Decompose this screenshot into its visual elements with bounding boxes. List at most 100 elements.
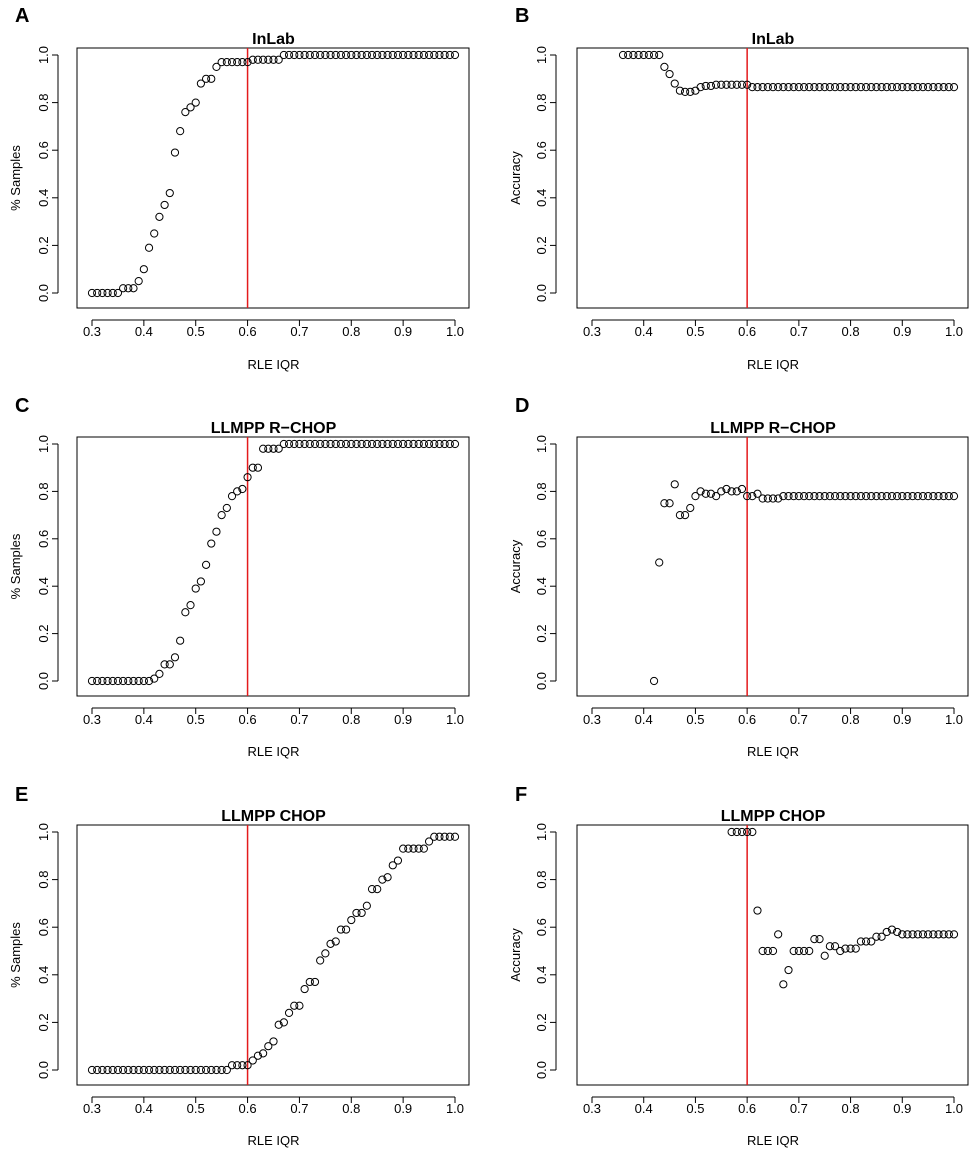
data-point — [706, 81, 716, 91]
data-point — [748, 827, 757, 837]
data-point — [805, 492, 814, 501]
data-point — [686, 503, 695, 513]
data-point — [908, 930, 917, 939]
data-point — [144, 1065, 154, 1075]
y-tick-label: 0.4 — [36, 189, 51, 207]
panel-b: B InLab 0.3 0.4 0.5 0.6 0.7 0.8 0.9 1.0 0.0 0.2 0.4 0… — [508, 5, 969, 372]
data-point — [290, 50, 299, 60]
data-point — [768, 494, 778, 503]
x-tick-label: 0.4 — [635, 1101, 653, 1116]
data-point — [388, 50, 397, 60]
data-point — [732, 80, 741, 89]
data-point — [321, 949, 330, 958]
data-point — [722, 80, 731, 89]
x-tick-label: 0.3 — [583, 712, 601, 727]
data-point — [939, 83, 948, 92]
panel-f: F LLMPP CHOP 0.3 0.4 0.5 0.6 0.7 0.8 0.9 1.0 0.0 0.… — [508, 784, 969, 1148]
x-tick-label: 0.9 — [394, 712, 412, 727]
data-point — [753, 906, 762, 915]
data-point — [264, 55, 273, 64]
data-point — [176, 1065, 185, 1075]
data-point — [913, 492, 922, 501]
data-point — [882, 83, 891, 92]
data-point — [820, 83, 829, 92]
data-point — [342, 439, 351, 449]
x-tick-label: 0.9 — [893, 324, 911, 339]
data-point — [326, 939, 335, 948]
data-point — [196, 79, 205, 88]
y-tick-label: 0.0 — [534, 672, 549, 690]
x-tick-label: 0.7 — [290, 712, 308, 727]
data-point — [378, 50, 387, 60]
panel-e: E LLMPP CHOP 0.3 0.4 0.5 0.6 0.7 0.8 0.9 1.0 0.0 0.… — [8, 784, 470, 1148]
data-point — [424, 50, 434, 60]
data-point — [445, 439, 454, 449]
data-point — [867, 492, 876, 501]
chart-title: LLMPP CHOP — [221, 808, 326, 825]
data-point — [944, 83, 953, 92]
data-point — [861, 937, 871, 946]
data-point — [274, 55, 283, 64]
data-point — [87, 676, 97, 686]
data-point — [150, 1065, 159, 1075]
data-point — [779, 83, 788, 92]
data-point — [316, 439, 325, 449]
data-point — [310, 977, 320, 987]
data-point — [248, 1056, 257, 1065]
data-point — [326, 439, 335, 449]
plot-frame — [576, 824, 969, 1086]
data-point — [768, 946, 778, 956]
data-point — [887, 492, 897, 501]
data-point — [856, 83, 866, 92]
data-point — [300, 439, 309, 449]
chart-title: InLab — [252, 31, 295, 48]
y-tick-label: 1.0 — [534, 823, 549, 841]
data-point — [660, 499, 669, 508]
data-point — [440, 439, 449, 449]
data-point — [825, 942, 834, 951]
x-tick-label: 0.7 — [790, 1101, 808, 1116]
x-tick-label: 0.5 — [187, 712, 205, 727]
data-point — [758, 83, 767, 92]
x-tick-label: 0.4 — [135, 712, 153, 727]
data-point — [160, 660, 169, 669]
x-tick-label: 0.6 — [738, 712, 756, 727]
data-point — [898, 492, 907, 501]
data-points — [87, 50, 460, 298]
data-point — [893, 492, 902, 501]
data-point — [347, 50, 356, 60]
data-point — [212, 62, 221, 72]
data-point — [768, 83, 778, 92]
data-point — [712, 492, 721, 501]
data-point — [93, 676, 102, 686]
x-tick-label: 0.4 — [135, 324, 153, 339]
data-point — [347, 439, 356, 449]
x-axis-label: RLE IQR — [747, 744, 799, 759]
panel-letter: D — [515, 395, 529, 417]
data-point — [300, 984, 309, 994]
data-point — [93, 1065, 102, 1075]
data-point — [939, 930, 948, 939]
data-point — [357, 439, 366, 449]
data-point — [352, 439, 361, 449]
y-tick-label: 1.0 — [36, 46, 51, 64]
data-point — [264, 444, 273, 453]
data-point — [155, 669, 164, 678]
x-tick-label: 0.7 — [290, 324, 308, 339]
data-point — [176, 636, 185, 645]
data-point — [233, 487, 242, 496]
data-point — [243, 473, 252, 482]
data-point — [893, 927, 902, 937]
data-point — [217, 1065, 226, 1075]
data-point — [155, 212, 164, 221]
data-point — [419, 439, 428, 449]
data-point — [675, 86, 685, 95]
data-points — [618, 50, 959, 96]
data-point — [316, 50, 325, 60]
data-point — [450, 832, 460, 841]
y-tick-label: 1.0 — [36, 823, 51, 841]
y-tick-label: 0.8 — [36, 871, 51, 889]
data-point — [665, 499, 674, 508]
panel-letter: A — [15, 5, 29, 27]
data-point — [253, 55, 263, 64]
